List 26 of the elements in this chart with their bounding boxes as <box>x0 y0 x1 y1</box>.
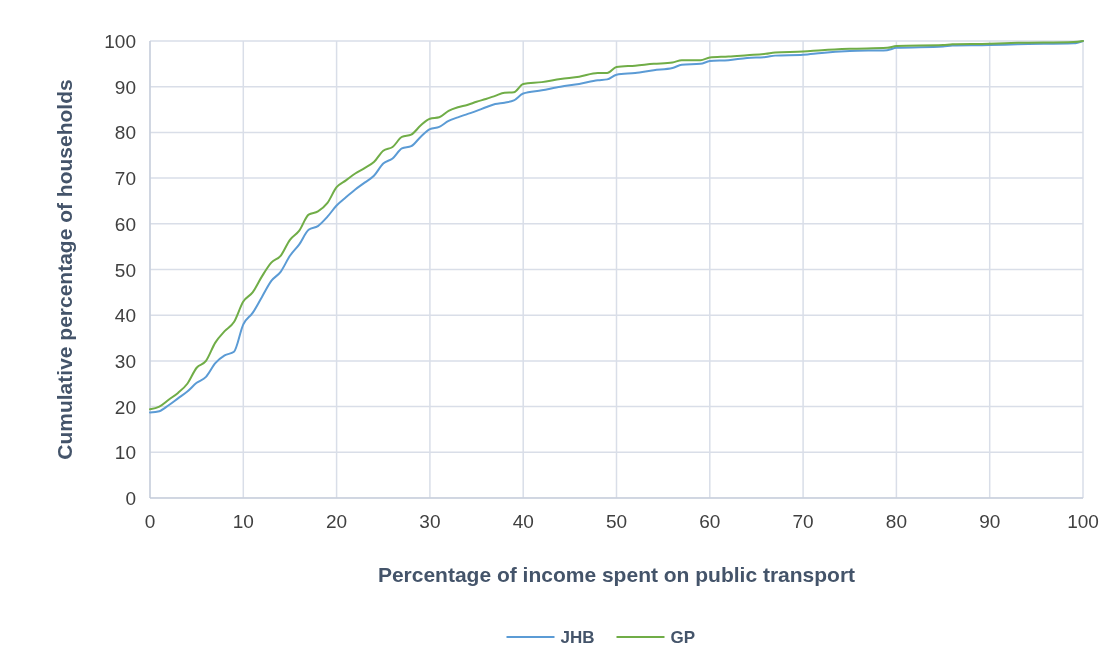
x-tick-label: 80 <box>885 511 907 532</box>
y-tick-label: 80 <box>114 122 136 144</box>
y-tick-label: 90 <box>114 76 136 98</box>
y-tick-label: 10 <box>114 442 136 464</box>
y-tick-label: 0 <box>125 488 136 509</box>
y-tick-label: 20 <box>114 396 136 418</box>
legend-label: JHB <box>560 628 595 647</box>
x-tick-label: 70 <box>792 511 814 532</box>
legend-label: GP <box>670 628 696 647</box>
x-tick-label: 60 <box>699 511 721 532</box>
y-tick-label: 30 <box>114 350 136 372</box>
y-tick-label: 70 <box>114 168 136 190</box>
x-tick-label: 40 <box>512 511 534 532</box>
x-tick-label: 90 <box>979 511 1001 532</box>
x-axis-title: Percentage of income spent on public transport <box>377 563 856 586</box>
x-tick-label: 0 <box>144 511 156 532</box>
y-tick-label: 50 <box>114 259 136 281</box>
y-tick-label: 100 <box>104 31 136 52</box>
y-tick-label: 60 <box>114 213 136 235</box>
y-tick-label: 40 <box>114 305 136 327</box>
x-tick-label: 100 <box>1067 511 1099 532</box>
x-tick-label: 10 <box>232 511 254 532</box>
x-tick-label: 20 <box>326 511 348 532</box>
x-tick-label: 30 <box>419 511 441 532</box>
x-tick-label: 50 <box>605 511 628 532</box>
y-axis-title: Cumulative percentage of households <box>53 79 76 460</box>
